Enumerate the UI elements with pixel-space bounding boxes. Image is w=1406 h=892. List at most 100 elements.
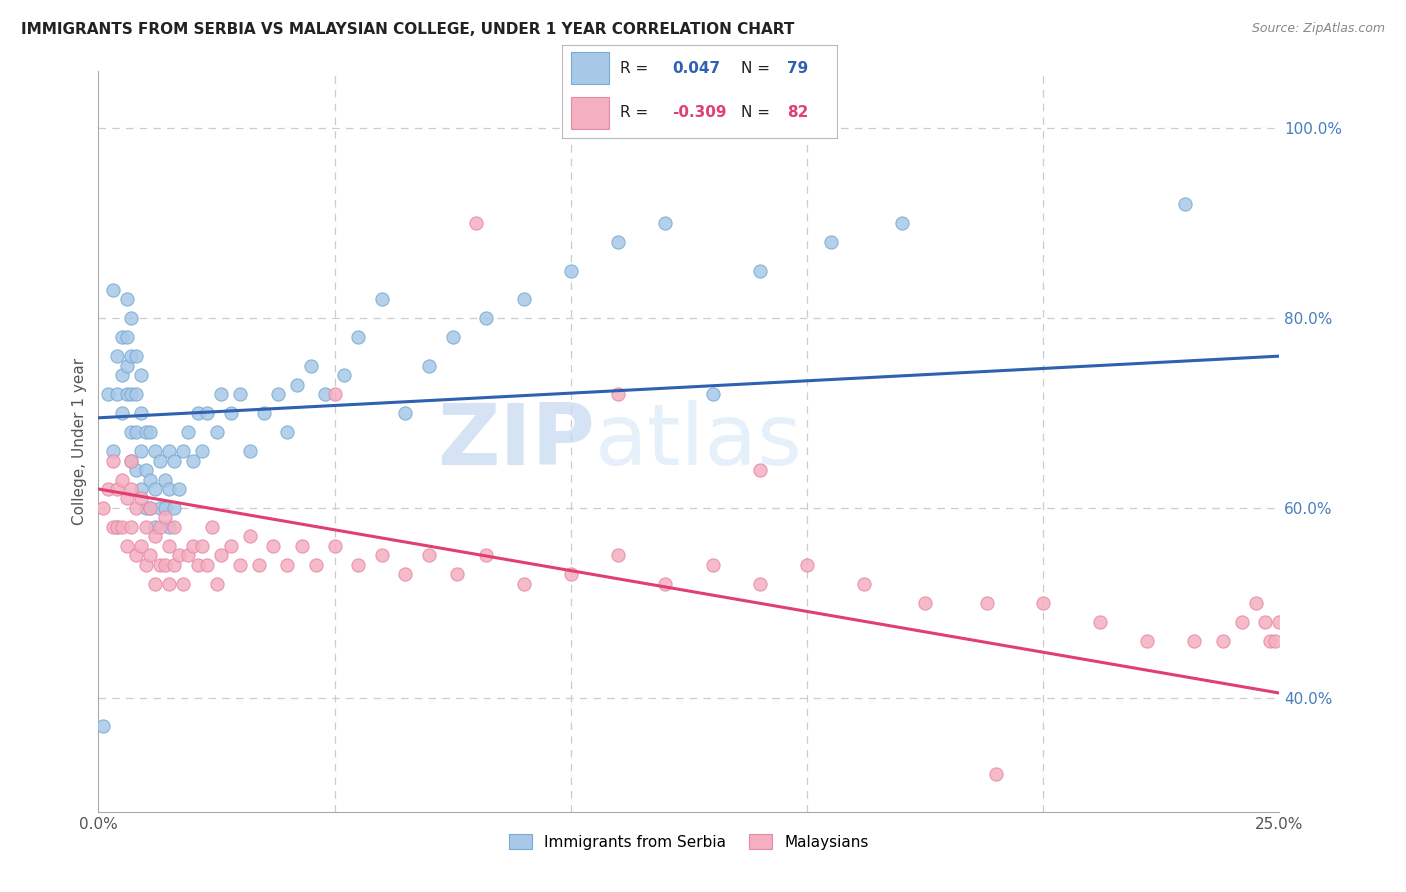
Text: ZIP: ZIP — [437, 400, 595, 483]
Text: N =: N = — [741, 104, 775, 120]
Point — [115, 292, 138, 306]
Point — [205, 577, 228, 591]
Point — [139, 425, 162, 439]
Point — [181, 539, 204, 553]
Point — [229, 387, 252, 401]
Point — [129, 368, 152, 383]
Point — [143, 482, 166, 496]
Point — [172, 577, 194, 591]
Point — [121, 425, 143, 439]
Point — [465, 216, 488, 230]
Point — [157, 482, 180, 496]
Point — [1258, 633, 1281, 648]
Point — [115, 539, 138, 553]
Point — [276, 558, 298, 572]
Point — [135, 425, 157, 439]
Point — [285, 377, 308, 392]
Point — [890, 216, 912, 230]
Point — [115, 491, 138, 506]
Text: atlas: atlas — [595, 400, 803, 483]
Point — [153, 558, 176, 572]
Point — [105, 520, 128, 534]
Point — [323, 387, 346, 401]
Point — [135, 463, 157, 477]
Point — [262, 539, 284, 553]
Point — [153, 473, 176, 487]
Point — [121, 311, 143, 326]
Point — [1230, 615, 1253, 629]
Point — [702, 387, 724, 401]
Point — [187, 558, 209, 572]
Point — [852, 577, 875, 591]
Point — [121, 387, 143, 401]
Text: 82: 82 — [787, 104, 808, 120]
Point — [305, 558, 328, 572]
Point — [97, 482, 120, 496]
Point — [976, 596, 998, 610]
Text: R =: R = — [620, 104, 654, 120]
Point — [748, 463, 770, 477]
Point — [139, 549, 162, 563]
Point — [205, 425, 228, 439]
Point — [654, 577, 676, 591]
Point — [446, 567, 468, 582]
Point — [1254, 615, 1277, 629]
Point — [209, 549, 232, 563]
Point — [441, 330, 464, 344]
Point — [143, 577, 166, 591]
Point — [105, 387, 128, 401]
Point — [97, 387, 120, 401]
Point — [121, 349, 143, 363]
Point — [121, 453, 143, 467]
Point — [125, 500, 148, 515]
Point — [163, 520, 186, 534]
Point — [125, 425, 148, 439]
Text: IMMIGRANTS FROM SERBIA VS MALAYSIAN COLLEGE, UNDER 1 YEAR CORRELATION CHART: IMMIGRANTS FROM SERBIA VS MALAYSIAN COLL… — [21, 22, 794, 37]
Point — [167, 482, 190, 496]
Point — [153, 500, 176, 515]
Point — [163, 453, 186, 467]
Point — [229, 558, 252, 572]
Point — [1184, 633, 1206, 648]
Point — [111, 520, 134, 534]
Point — [163, 500, 186, 515]
Point — [149, 453, 172, 467]
Point — [157, 444, 180, 458]
Point — [1268, 615, 1291, 629]
Point — [1088, 615, 1111, 629]
Point — [1212, 633, 1234, 648]
Point — [748, 263, 770, 277]
Point — [125, 349, 148, 363]
Point — [129, 491, 152, 506]
Point — [91, 500, 114, 515]
Point — [129, 444, 152, 458]
Point — [139, 473, 162, 487]
Text: 0.047: 0.047 — [672, 61, 720, 76]
Point — [984, 766, 1007, 780]
Point — [654, 216, 676, 230]
Point — [105, 482, 128, 496]
Point — [101, 283, 124, 297]
Point — [101, 453, 124, 467]
Point — [560, 567, 582, 582]
Point — [139, 500, 162, 515]
Text: Source: ZipAtlas.com: Source: ZipAtlas.com — [1251, 22, 1385, 36]
Point — [195, 406, 218, 420]
Point — [111, 368, 134, 383]
Point — [914, 596, 936, 610]
Point — [163, 558, 186, 572]
Point — [1244, 596, 1267, 610]
Point — [347, 558, 370, 572]
Y-axis label: College, Under 1 year: College, Under 1 year — [72, 358, 87, 525]
Point — [247, 558, 270, 572]
Point — [418, 359, 440, 373]
Point — [149, 520, 172, 534]
Point — [121, 482, 143, 496]
Point — [1032, 596, 1054, 610]
Point — [143, 444, 166, 458]
Point — [125, 549, 148, 563]
Point — [143, 529, 166, 543]
Point — [607, 549, 630, 563]
Point — [111, 473, 134, 487]
Point — [167, 549, 190, 563]
